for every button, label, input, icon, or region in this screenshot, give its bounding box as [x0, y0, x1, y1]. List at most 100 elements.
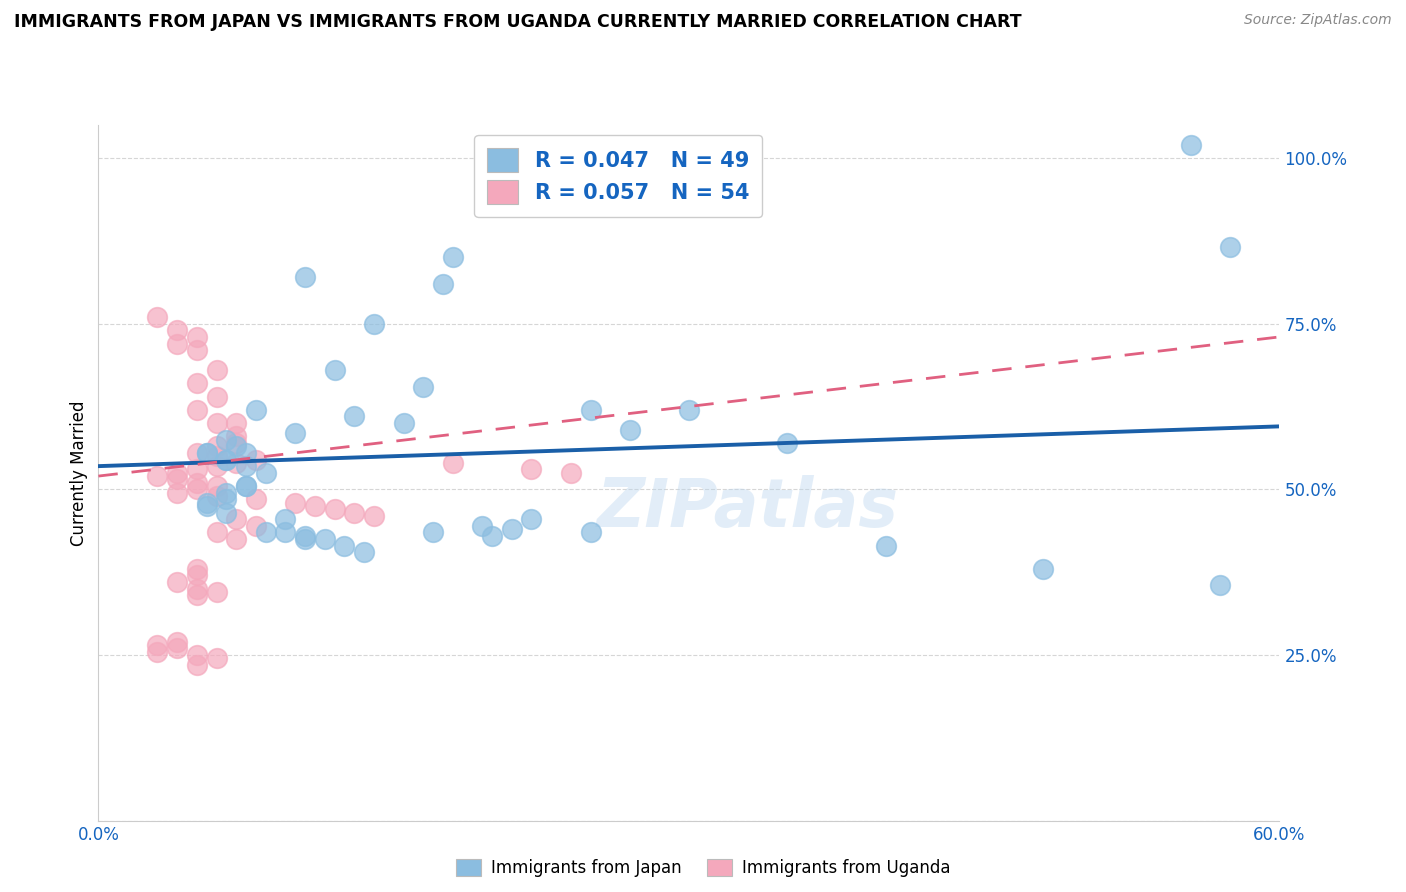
Point: [225, 436, 247, 450]
Point: [235, 446, 257, 460]
Point: [186, 568, 208, 582]
Point: [166, 336, 188, 351]
Point: [323, 363, 346, 377]
Point: [1209, 578, 1232, 592]
Point: [235, 479, 257, 493]
Point: [186, 475, 208, 490]
Point: [333, 539, 356, 553]
Point: [678, 402, 700, 417]
Text: Source: ZipAtlas.com: Source: ZipAtlas.com: [1244, 13, 1392, 28]
Point: [422, 525, 444, 540]
Point: [146, 638, 169, 652]
Point: [579, 402, 602, 417]
Point: [363, 508, 385, 523]
Point: [520, 462, 543, 476]
Point: [225, 429, 247, 443]
Point: [186, 582, 208, 596]
Point: [166, 575, 188, 590]
Point: [186, 330, 208, 344]
Point: [245, 402, 267, 417]
Point: [284, 495, 307, 509]
Point: [186, 648, 208, 662]
Point: [225, 439, 247, 453]
Point: [471, 518, 494, 533]
Point: [205, 363, 228, 377]
Point: [215, 433, 238, 447]
Point: [146, 645, 169, 659]
Point: [245, 452, 267, 467]
Legend: R = 0.047   N = 49, R = 0.057   N = 54: R = 0.047 N = 49, R = 0.057 N = 54: [474, 136, 762, 217]
Point: [215, 492, 238, 507]
Point: [215, 485, 238, 500]
Point: [195, 495, 218, 509]
Point: [1180, 137, 1202, 152]
Point: [215, 452, 238, 467]
Point: [186, 462, 208, 476]
Point: [254, 466, 277, 480]
Point: [146, 310, 169, 324]
Point: [579, 525, 602, 540]
Point: [205, 651, 228, 665]
Point: [225, 512, 247, 526]
Point: [186, 657, 208, 672]
Point: [392, 416, 415, 430]
Point: [323, 502, 346, 516]
Point: [225, 456, 247, 470]
Point: [274, 525, 297, 540]
Point: [294, 532, 316, 546]
Point: [205, 439, 228, 453]
Point: [195, 446, 218, 460]
Point: [166, 323, 188, 337]
Point: [619, 423, 641, 437]
Point: [195, 446, 218, 460]
Point: [186, 446, 208, 460]
Point: [215, 506, 238, 520]
Point: [166, 466, 188, 480]
Y-axis label: Currently Married: Currently Married: [70, 400, 89, 546]
Point: [254, 525, 277, 540]
Point: [166, 472, 188, 486]
Point: [225, 416, 247, 430]
Point: [245, 518, 267, 533]
Point: [1219, 240, 1241, 254]
Point: [186, 376, 208, 391]
Point: [314, 532, 336, 546]
Point: [186, 343, 208, 358]
Point: [186, 588, 208, 602]
Point: [215, 452, 238, 467]
Point: [225, 532, 247, 546]
Point: [875, 539, 897, 553]
Point: [441, 456, 464, 470]
Point: [235, 479, 257, 493]
Point: [363, 317, 385, 331]
Point: [353, 545, 375, 559]
Point: [432, 277, 454, 291]
Point: [146, 469, 169, 483]
Point: [560, 466, 582, 480]
Point: [245, 492, 267, 507]
Point: [235, 459, 257, 474]
Point: [186, 402, 208, 417]
Point: [343, 506, 366, 520]
Point: [166, 641, 188, 656]
Point: [205, 459, 228, 474]
Point: [294, 270, 316, 285]
Point: [205, 449, 228, 463]
Point: [205, 479, 228, 493]
Point: [520, 512, 543, 526]
Point: [481, 529, 503, 543]
Text: IMMIGRANTS FROM JAPAN VS IMMIGRANTS FROM UGANDA CURRENTLY MARRIED CORRELATION CH: IMMIGRANTS FROM JAPAN VS IMMIGRANTS FROM…: [14, 13, 1022, 31]
Point: [501, 522, 523, 536]
Point: [343, 409, 366, 424]
Point: [205, 390, 228, 404]
Point: [205, 585, 228, 599]
Point: [284, 425, 307, 440]
Point: [205, 489, 228, 503]
Point: [205, 416, 228, 430]
Point: [186, 483, 208, 497]
Point: [166, 485, 188, 500]
Legend: Immigrants from Japan, Immigrants from Uganda: Immigrants from Japan, Immigrants from U…: [450, 852, 956, 884]
Point: [776, 436, 799, 450]
Point: [186, 562, 208, 576]
Point: [166, 634, 188, 648]
